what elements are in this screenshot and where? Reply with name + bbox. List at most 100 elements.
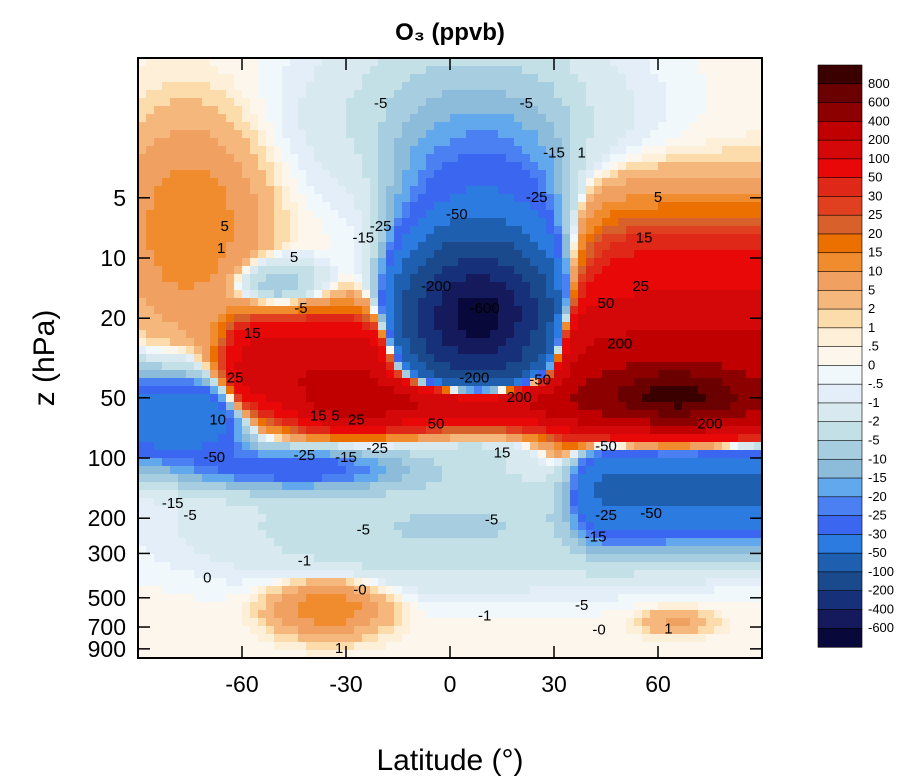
field-cell bbox=[594, 330, 603, 339]
field-cell bbox=[674, 466, 683, 475]
field-cell bbox=[154, 266, 163, 275]
field-cell bbox=[594, 274, 603, 283]
field-cell bbox=[458, 354, 467, 363]
field-cell bbox=[138, 362, 147, 371]
field-cell bbox=[634, 290, 643, 299]
field-cell bbox=[666, 138, 675, 147]
field-cell bbox=[562, 266, 571, 275]
field-cell bbox=[282, 418, 291, 427]
field-cell bbox=[618, 482, 627, 491]
field-cell bbox=[538, 290, 547, 299]
field-cell bbox=[594, 210, 603, 219]
field-cell bbox=[698, 522, 707, 531]
field-cell bbox=[274, 290, 283, 299]
field-cell bbox=[274, 450, 283, 459]
field-cell bbox=[554, 250, 563, 259]
field-cell bbox=[538, 82, 547, 91]
field-cell bbox=[298, 282, 307, 291]
field-cell bbox=[162, 146, 171, 155]
field-cell bbox=[418, 106, 427, 115]
field-cell bbox=[666, 98, 675, 107]
field-cell bbox=[746, 98, 755, 107]
field-cell bbox=[250, 426, 259, 435]
field-cell bbox=[746, 186, 755, 195]
field-cell bbox=[210, 338, 219, 347]
field-cell bbox=[386, 186, 395, 195]
field-cell bbox=[722, 242, 731, 251]
field-cell bbox=[314, 202, 323, 211]
field-cell bbox=[738, 546, 747, 555]
field-cell bbox=[458, 58, 467, 67]
field-cell bbox=[530, 194, 539, 203]
field-cell bbox=[714, 74, 723, 83]
field-cell bbox=[626, 130, 635, 139]
field-cell bbox=[370, 546, 379, 555]
field-cell bbox=[178, 146, 187, 155]
field-cell bbox=[570, 146, 579, 155]
field-cell bbox=[210, 234, 219, 243]
field-cell bbox=[146, 130, 155, 139]
field-cell bbox=[170, 474, 179, 483]
field-cell bbox=[570, 138, 579, 147]
field-cell bbox=[714, 514, 723, 523]
field-cell bbox=[666, 474, 675, 483]
field-cell bbox=[490, 322, 499, 331]
field-cell bbox=[282, 442, 291, 451]
field-cell bbox=[202, 114, 211, 123]
field-cell bbox=[386, 442, 395, 451]
field-cell bbox=[554, 130, 563, 139]
field-cell bbox=[650, 474, 659, 483]
field-cell bbox=[162, 402, 171, 411]
field-cell bbox=[698, 218, 707, 227]
field-cell bbox=[690, 146, 699, 155]
field-cell bbox=[426, 554, 435, 563]
field-cell bbox=[738, 490, 747, 499]
field-cell bbox=[482, 146, 491, 155]
field-cell bbox=[442, 146, 451, 155]
field-cell bbox=[738, 314, 747, 323]
field-cell bbox=[522, 234, 531, 243]
field-cell bbox=[378, 426, 387, 435]
field-cell bbox=[290, 298, 299, 307]
field-cell bbox=[538, 226, 547, 235]
field-cell bbox=[314, 394, 323, 403]
field-cell bbox=[426, 290, 435, 299]
field-cell bbox=[426, 370, 435, 379]
field-cell bbox=[330, 386, 339, 395]
field-cell bbox=[586, 218, 595, 227]
field-cell bbox=[442, 562, 451, 571]
field-cell bbox=[474, 562, 483, 571]
field-cell bbox=[234, 58, 243, 67]
field-cell bbox=[626, 394, 635, 403]
field-cell bbox=[570, 130, 579, 139]
field-cell bbox=[730, 386, 739, 395]
field-cell bbox=[186, 466, 195, 475]
field-cell bbox=[618, 402, 627, 411]
field-cell bbox=[290, 146, 299, 155]
field-cell bbox=[586, 98, 595, 107]
field-cell bbox=[266, 170, 275, 179]
field-cell bbox=[658, 194, 667, 203]
field-cell bbox=[746, 66, 755, 75]
field-cell bbox=[730, 210, 739, 219]
field-cell bbox=[154, 330, 163, 339]
field-cell bbox=[642, 450, 651, 459]
field-cell bbox=[162, 546, 171, 555]
field-cell bbox=[242, 186, 251, 195]
field-cell bbox=[178, 442, 187, 451]
field-cell bbox=[634, 482, 643, 491]
field-cell bbox=[562, 274, 571, 283]
field-cell bbox=[506, 282, 515, 291]
field-cell bbox=[410, 90, 419, 99]
field-cell bbox=[682, 162, 691, 171]
field-cell bbox=[138, 554, 147, 563]
field-cell bbox=[234, 202, 243, 211]
field-cell bbox=[738, 114, 747, 123]
field-cell bbox=[266, 58, 275, 67]
field-cell bbox=[234, 530, 243, 539]
field-cell bbox=[730, 250, 739, 259]
field-cell bbox=[362, 490, 371, 499]
field-cell bbox=[146, 66, 155, 75]
field-cell bbox=[602, 226, 611, 235]
field-cell bbox=[698, 178, 707, 187]
